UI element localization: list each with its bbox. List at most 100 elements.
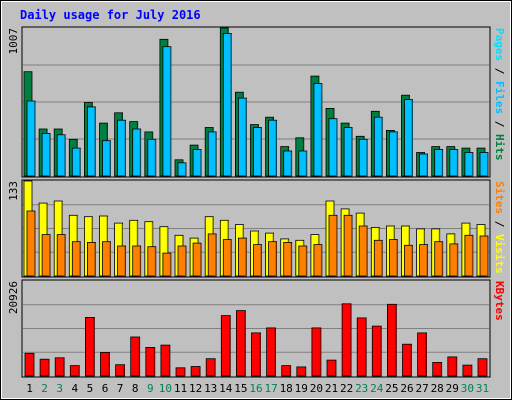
day-label-8: 8 [132,382,139,395]
bar-files-day-10 [162,46,172,177]
bar-kbytes-day-27 [417,332,428,377]
bar-kbytes-day-7 [115,364,125,377]
bar-kbytes-day-4 [69,365,80,377]
bar-files-day-21 [328,118,338,177]
legend-hits: Hits [493,134,506,161]
bar-files-day-22 [343,127,353,177]
bar-files-day-24 [373,116,383,177]
bar-sites-day-3 [56,234,66,277]
bar-sites-day-18 [283,241,293,277]
bar-kbytes-day-23 [356,317,367,377]
bar-files-day-9 [147,138,157,177]
bar-kbytes-day-22 [341,303,352,377]
day-label-20: 20 [310,382,323,395]
bar-sites-day-20 [313,244,323,277]
bar-sites-day-21 [328,214,338,277]
bar-sites-day-12 [192,242,202,277]
bar-sites-day-29 [449,243,459,277]
day-label-11: 11 [174,382,187,395]
bar-sites-day-7 [117,245,126,277]
bar-sites-day-17 [268,241,278,277]
day-label-27: 27 [415,382,428,395]
bar-kbytes-day-16 [251,332,261,377]
bar-sites-day-25 [388,239,398,277]
bar-sites-day-13 [207,233,217,277]
day-label-18: 18 [280,382,293,395]
day-label-5: 5 [87,382,94,395]
day-label-30: 30 [461,382,474,395]
bar-files-day-31 [479,152,489,177]
day-label-12: 12 [189,382,202,395]
legend-files: Files [493,81,506,114]
day-label-16: 16 [249,382,262,395]
visits-ymax-label: 133 [7,181,20,201]
bar-files-day-1 [26,100,36,177]
kbytes-ymax-label: 20926 [7,281,20,314]
bar-kbytes-day-19 [296,366,307,377]
day-label-26: 26 [400,382,413,395]
legend-visits: Visits [493,234,506,274]
bar-files-day-25 [388,131,398,177]
bar-kbytes-day-13 [205,358,216,377]
bar-sites-day-22 [343,214,353,277]
bar-sites-day-9 [147,246,157,277]
day-label-4: 4 [71,382,78,395]
day-label-15: 15 [234,382,247,395]
bar-files-day-14 [222,33,232,177]
bar-kbytes-day-2 [39,358,50,377]
bar-files-day-26 [404,99,413,177]
bar-kbytes-day-5 [85,316,95,377]
bar-kbytes-day-3 [54,357,65,377]
bar-sites-day-2 [41,234,51,277]
bar-files-day-29 [449,149,459,177]
day-label-2: 2 [41,382,48,395]
visits-legend: Sites / Visits [493,181,506,274]
bar-kbytes-day-6 [100,351,110,377]
bar-files-day-8 [132,128,142,177]
bar-sites-day-4 [71,241,81,277]
bar-sites-day-8 [132,245,142,277]
legend-sites: Sites [493,181,506,214]
bar-files-day-27 [419,153,429,177]
bar-kbytes-day-29 [447,356,458,377]
day-label-24: 24 [370,382,384,395]
bar-sites-day-16 [253,244,262,277]
bar-sites-day-1 [26,210,36,277]
bar-files-day-30 [464,152,474,177]
bar-files-day-16 [253,127,262,177]
legend-pages: Pages [493,28,506,61]
bar-kbytes-day-1 [24,352,35,377]
bar-files-day-2 [41,132,51,177]
bar-files-day-4 [71,147,81,177]
day-label-22: 22 [340,382,353,395]
bar-files-day-6 [102,140,111,177]
hits-ymax-label: 1007 [7,28,20,55]
bar-kbytes-day-11 [175,367,186,377]
day-label-31: 31 [476,382,489,395]
chart-title: Daily usage for July 2016 [20,8,201,22]
day-label-29: 29 [446,382,459,395]
bars [23,27,489,377]
day-label-25: 25 [385,382,398,395]
bar-kbytes-day-10 [160,344,171,377]
bar-sites-day-6 [102,241,111,277]
bar-files-day-23 [358,138,368,177]
day-label-13: 13 [204,382,217,395]
bar-kbytes-day-8 [130,336,141,377]
kbytes-legend: KBytes [493,281,506,321]
bar-files-day-20 [313,83,323,177]
bar-kbytes-day-28 [432,361,443,377]
bar-files-day-3 [56,134,66,177]
bar-kbytes-day-9 [145,346,156,377]
bar-kbytes-day-30 [462,364,473,377]
bar-files-day-13 [207,131,217,177]
day-label-23: 23 [355,382,368,395]
bar-sites-day-11 [177,245,187,277]
bar-kbytes-day-26 [402,343,412,377]
bar-files-day-17 [268,119,278,177]
bar-sites-day-10 [162,252,172,277]
bar-sites-day-14 [222,239,232,277]
bar-files-day-12 [192,149,202,177]
